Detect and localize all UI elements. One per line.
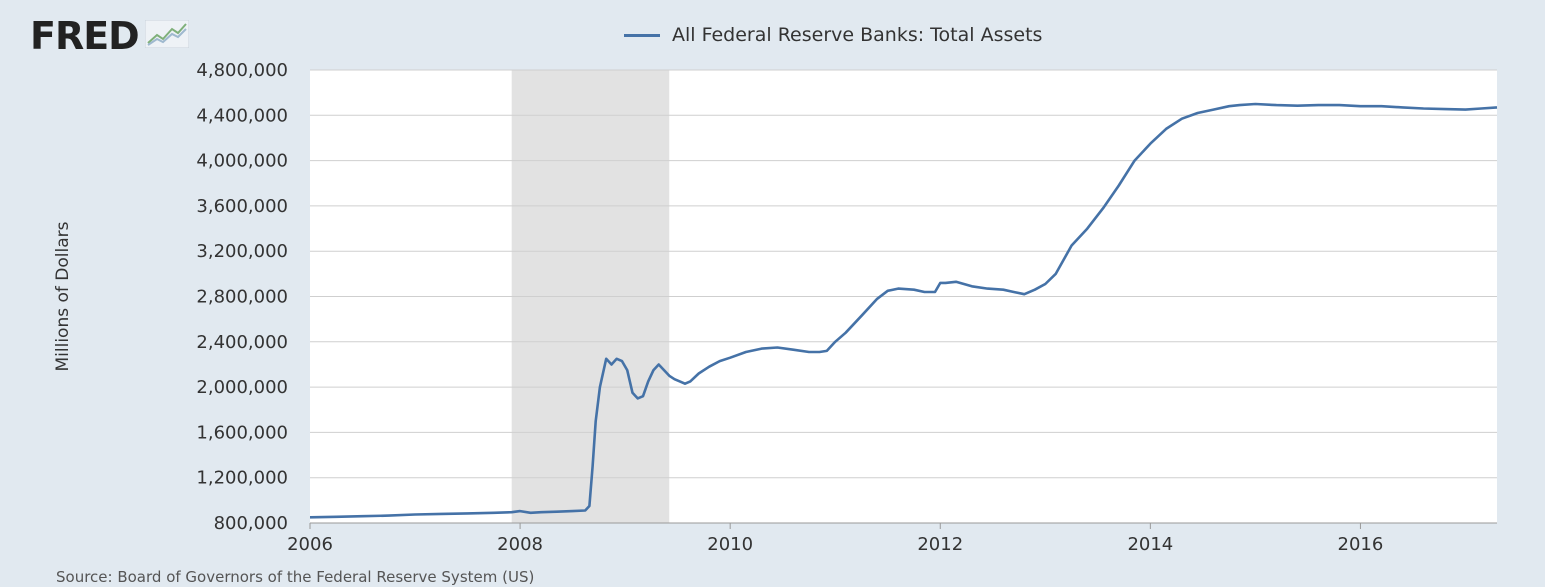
x-tick-label: 2012 (917, 534, 963, 555)
x-tick-label: 2006 (287, 534, 333, 555)
fred-logo[interactable]: FRED (30, 14, 190, 58)
y-tick-label: 800,000 (214, 513, 288, 534)
y-tick-label: 1,200,000 (196, 468, 288, 489)
x-tick-label: 2010 (707, 534, 753, 555)
y-tick-label: 4,800,000 (196, 60, 288, 81)
series-line[interactable] (309, 102, 1498, 519)
line-graph-icon (144, 19, 190, 52)
chart-legend[interactable]: All Federal Reserve Banks: Total Assets (624, 24, 1042, 46)
y-tick-label: 4,400,000 (196, 105, 288, 126)
y-tick-label: 1,600,000 (196, 422, 288, 443)
y-tick-label: 3,600,000 (196, 196, 288, 217)
legend-label: All Federal Reserve Banks: Total Assets (672, 24, 1043, 46)
y-tick-label: 2,000,000 (196, 377, 288, 398)
y-axis-label: Millions of Dollars (53, 221, 73, 371)
logo-text: FRED (30, 14, 140, 58)
x-tick-label: 2008 (497, 534, 543, 555)
legend-swatch (624, 33, 660, 37)
y-tick-label: 2,400,000 (196, 332, 288, 353)
x-tick-label: 2014 (1127, 534, 1173, 555)
source-note: Source: Board of Governors of the Federa… (56, 568, 535, 586)
plot-area: 800,000 1,200,000 1,600,000 2,000,000 2,400,… (53, 60, 1498, 555)
y-tick-label: 2,800,000 (196, 287, 288, 308)
x-tick-label: 2016 (1338, 534, 1384, 555)
y-tick-label: 4,000,000 (196, 151, 288, 172)
y-tick-label: 3,200,000 (196, 241, 288, 262)
